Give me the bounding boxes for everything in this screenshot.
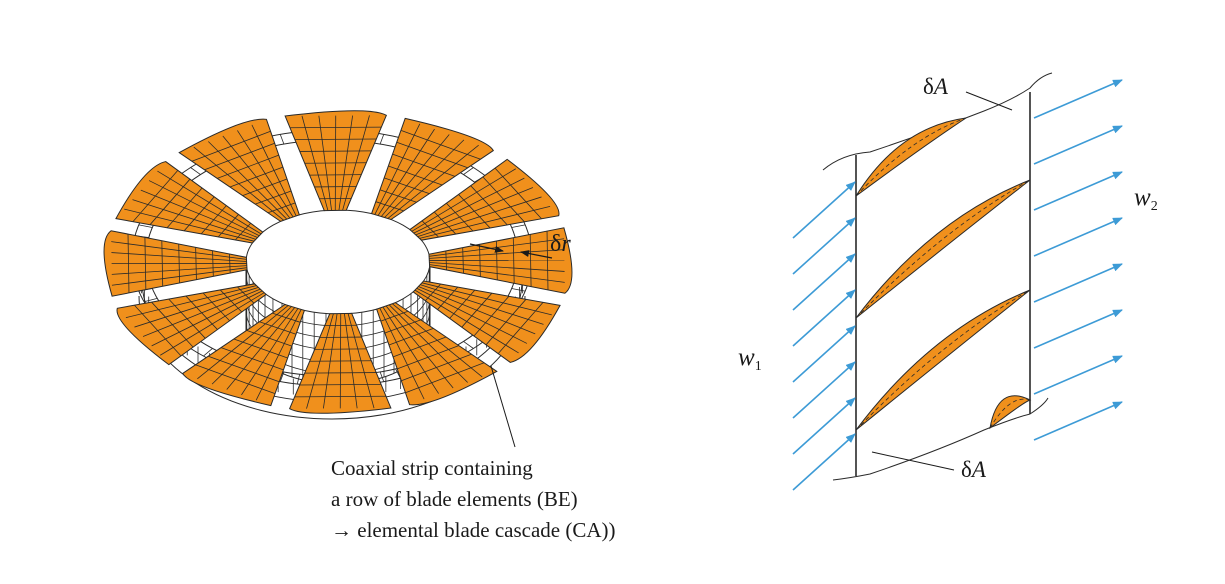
bottom-stream-surface <box>832 397 1049 481</box>
inlet-flow-arrow <box>792 181 856 239</box>
outlet-flow-arrow <box>1033 171 1123 211</box>
outlet-flow-arrow <box>1033 355 1123 395</box>
cascade-blade <box>855 179 1031 319</box>
inlet-flow-arrow <box>792 253 856 311</box>
inlet-flow-arrow <box>792 433 856 491</box>
cascade-blade <box>989 395 1032 430</box>
rotor-blade <box>409 158 560 241</box>
delta-a-top-label: δA <box>923 74 949 99</box>
inlet-flow-arrow <box>792 325 856 383</box>
rotor-blade <box>178 118 300 222</box>
outlet-flow-arrow <box>1033 263 1123 303</box>
rotor-blade <box>182 303 306 407</box>
outlet-flow-arrow <box>1033 401 1123 441</box>
cascade-blade <box>855 289 1031 431</box>
rotor-blade <box>284 110 387 212</box>
inlet-flow-arrow <box>792 361 856 419</box>
outlet-flow-arrow <box>1033 309 1123 349</box>
inlet-flow-arrow <box>792 397 856 455</box>
inlet-flow-arrow <box>792 217 856 275</box>
top-stream-surface <box>822 72 1053 171</box>
caption-leader-line <box>490 365 516 448</box>
rotor-blade <box>103 230 248 297</box>
rotor-blades <box>103 110 573 414</box>
caption-line-1: Coaxial strip containing <box>331 456 533 480</box>
caption-line-3: → elemental blade cascade (CA)) <box>331 518 616 542</box>
delta-a-bottom-leader <box>871 451 955 471</box>
outlet-flow-arrows <box>1033 79 1123 441</box>
cascade-blade <box>855 117 967 197</box>
rotor-blade <box>412 280 561 363</box>
w2-label: w2 <box>1134 184 1158 214</box>
caption: Coaxial strip containing a row of blade … <box>331 456 616 542</box>
cascade-blades <box>855 117 1032 431</box>
inlet-flow-arrow <box>792 289 856 347</box>
blade-cascade: δA δA w1 w2 <box>738 72 1158 491</box>
rotor-blade <box>116 283 267 366</box>
delta-r-label: δr <box>550 231 571 257</box>
delta-a-bottom-label: δA <box>961 457 987 482</box>
rotor-blade <box>115 161 264 244</box>
w1-label: w1 <box>738 344 762 374</box>
delta-r-annotation: δr <box>469 231 571 259</box>
outlet-flow-arrow <box>1033 79 1123 119</box>
outlet-flow-arrow <box>1033 125 1123 165</box>
outlet-flow-arrow <box>1033 217 1123 257</box>
rotor-wheel: δr Coaxial strip containing a row of bla… <box>103 110 616 542</box>
inlet-flow-arrows <box>792 181 856 491</box>
caption-line-2: a row of blade elements (BE) <box>331 487 578 511</box>
rotor-blade <box>289 312 392 414</box>
rotor-blade <box>370 117 494 221</box>
rotor-blade <box>376 302 498 406</box>
delta-a-top-leader <box>965 91 1013 111</box>
